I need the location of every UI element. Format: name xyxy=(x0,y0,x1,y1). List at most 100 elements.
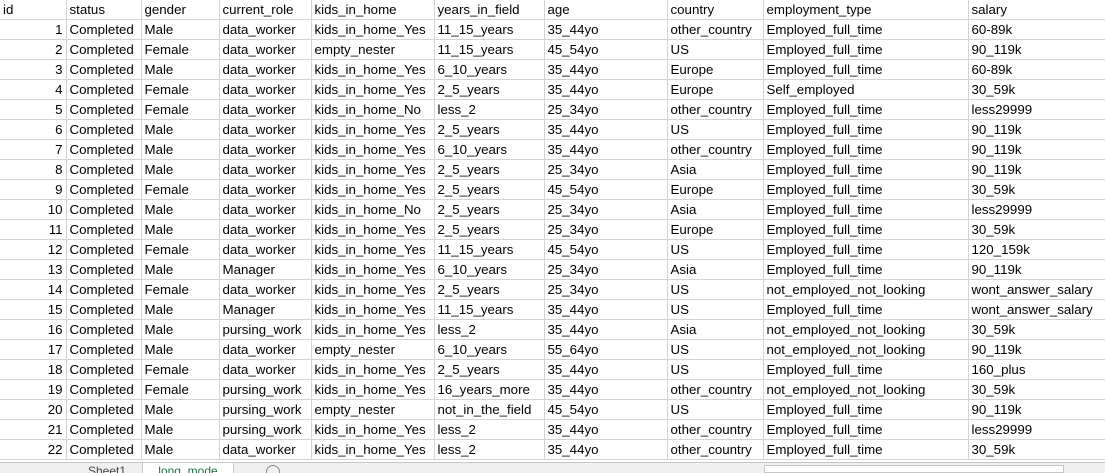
tab-sheet1[interactable]: Sheet1 xyxy=(88,464,127,473)
table-cell[interactable]: other_country xyxy=(667,419,764,440)
table-cell[interactable]: 2_5_years xyxy=(434,219,545,240)
table-cell[interactable]: kids_in_home_Yes xyxy=(311,279,435,300)
table-cell[interactable]: 45_54yo xyxy=(544,239,668,260)
table-cell[interactable]: 90_119k xyxy=(968,259,1105,280)
table-cell[interactable]: empty_nester xyxy=(311,399,435,420)
table-cell[interactable]: 35_44yo xyxy=(544,19,668,40)
table-cell[interactable]: 11 xyxy=(0,219,67,240)
column-header-cell[interactable]: status xyxy=(66,0,142,20)
table-cell[interactable]: 25_34yo xyxy=(544,99,668,120)
table-cell[interactable]: US xyxy=(667,239,764,260)
table-cell[interactable]: kids_in_home_Yes xyxy=(311,139,435,160)
table-cell[interactable]: 1 xyxy=(0,19,67,40)
table-cell[interactable]: kids_in_home_Yes xyxy=(311,219,435,240)
table-cell[interactable]: 35_44yo xyxy=(544,299,668,320)
table-cell[interactable]: 2_5_years xyxy=(434,79,545,100)
table-cell[interactable]: 6_10_years xyxy=(434,339,545,360)
table-cell[interactable]: Completed xyxy=(66,179,142,200)
table-cell[interactable]: kids_in_home_Yes xyxy=(311,119,435,140)
table-cell[interactable]: kids_in_home_Yes xyxy=(311,59,435,80)
table-cell[interactable]: kids_in_home_Yes xyxy=(311,379,435,400)
table-cell[interactable]: data_worker xyxy=(219,119,312,140)
table-cell[interactable]: 21 xyxy=(0,419,67,440)
table-cell[interactable]: empty_nester xyxy=(311,39,435,60)
table-cell[interactable]: 6_10_years xyxy=(434,59,545,80)
table-cell[interactable]: Completed xyxy=(66,159,142,180)
table-cell[interactable]: Completed xyxy=(66,319,142,340)
table-cell[interactable]: Completed xyxy=(66,419,142,440)
table-cell[interactable]: kids_in_home_Yes xyxy=(311,299,435,320)
table-cell[interactable]: Asia xyxy=(667,319,764,340)
table-cell[interactable]: not_employed_not_looking xyxy=(763,279,969,300)
table-cell[interactable]: data_worker xyxy=(219,99,312,120)
table-cell[interactable]: 35_44yo xyxy=(544,79,668,100)
table-cell[interactable]: 6 xyxy=(0,119,67,140)
table-cell[interactable]: Employed_full_time xyxy=(763,199,969,220)
table-cell[interactable]: 25_34yo xyxy=(544,279,668,300)
table-cell[interactable]: 3 xyxy=(0,59,67,80)
table-cell[interactable]: 45_54yo xyxy=(544,39,668,60)
table-cell[interactable]: kids_in_home_No xyxy=(311,199,435,220)
table-cell[interactable]: Male xyxy=(141,399,220,420)
table-cell[interactable]: 15 xyxy=(0,299,67,320)
table-cell[interactable]: Employed_full_time xyxy=(763,259,969,280)
table-cell[interactable]: Employed_full_time xyxy=(763,179,969,200)
table-cell[interactable]: Europe xyxy=(667,79,764,100)
table-cell[interactable]: 30_59k xyxy=(968,319,1105,340)
column-header-cell[interactable]: gender xyxy=(141,0,220,20)
table-cell[interactable]: pursing_work xyxy=(219,399,312,420)
table-cell[interactable]: Employed_full_time xyxy=(763,219,969,240)
table-cell[interactable]: 11_15_years xyxy=(434,299,545,320)
table-cell[interactable]: Female xyxy=(141,179,220,200)
table-cell[interactable]: 30_59k xyxy=(968,79,1105,100)
table-cell[interactable]: data_worker xyxy=(219,39,312,60)
table-cell[interactable]: Manager xyxy=(219,299,312,320)
table-cell[interactable]: pursing_work xyxy=(219,379,312,400)
tab-long-mode[interactable]: long_mode xyxy=(142,463,234,473)
column-header-cell[interactable]: age xyxy=(544,0,668,20)
table-cell[interactable]: Male xyxy=(141,139,220,160)
column-header-cell[interactable]: kids_in_home xyxy=(311,0,435,20)
table-cell[interactable]: 12 xyxy=(0,239,67,260)
table-cell[interactable]: not_employed_not_looking xyxy=(763,379,969,400)
table-cell[interactable]: Employed_full_time xyxy=(763,399,969,420)
table-cell[interactable]: kids_in_home_Yes xyxy=(311,159,435,180)
table-cell[interactable]: 9 xyxy=(0,179,67,200)
table-cell[interactable]: data_worker xyxy=(219,79,312,100)
column-header-cell[interactable]: employment_type xyxy=(763,0,969,20)
table-cell[interactable]: not_employed_not_looking xyxy=(763,319,969,340)
table-cell[interactable]: US xyxy=(667,399,764,420)
table-cell[interactable]: 2_5_years xyxy=(434,199,545,220)
table-cell[interactable]: 35_44yo xyxy=(544,319,668,340)
table-cell[interactable]: data_worker xyxy=(219,219,312,240)
table-cell[interactable]: kids_in_home_No xyxy=(311,99,435,120)
table-cell[interactable]: 35_44yo xyxy=(544,419,668,440)
table-cell[interactable]: 6_10_years xyxy=(434,139,545,160)
table-cell[interactable]: 30_59k xyxy=(968,439,1105,460)
table-cell[interactable]: US xyxy=(667,119,764,140)
table-cell[interactable]: Male xyxy=(141,439,220,460)
table-cell[interactable]: Self_employed xyxy=(763,79,969,100)
table-cell[interactable]: Female xyxy=(141,279,220,300)
table-cell[interactable]: Male xyxy=(141,159,220,180)
table-cell[interactable]: US xyxy=(667,279,764,300)
table-cell[interactable]: Completed xyxy=(66,79,142,100)
table-cell[interactable]: Male xyxy=(141,119,220,140)
table-cell[interactable]: Manager xyxy=(219,259,312,280)
table-cell[interactable]: 2_5_years xyxy=(434,279,545,300)
table-cell[interactable]: 25_34yo xyxy=(544,159,668,180)
table-cell[interactable]: Male xyxy=(141,259,220,280)
table-cell[interactable]: 25_34yo xyxy=(544,259,668,280)
table-cell[interactable]: 18 xyxy=(0,359,67,380)
table-cell[interactable]: other_country xyxy=(667,139,764,160)
table-cell[interactable]: Female xyxy=(141,79,220,100)
table-cell[interactable]: kids_in_home_Yes xyxy=(311,179,435,200)
table-cell[interactable]: US xyxy=(667,39,764,60)
table-cell[interactable]: Completed xyxy=(66,99,142,120)
table-cell[interactable]: Completed xyxy=(66,19,142,40)
table-cell[interactable]: Completed xyxy=(66,59,142,80)
table-cell[interactable]: 35_44yo xyxy=(544,59,668,80)
table-cell[interactable]: Male xyxy=(141,19,220,40)
table-cell[interactable]: 30_59k xyxy=(968,179,1105,200)
table-cell[interactable]: Male xyxy=(141,319,220,340)
